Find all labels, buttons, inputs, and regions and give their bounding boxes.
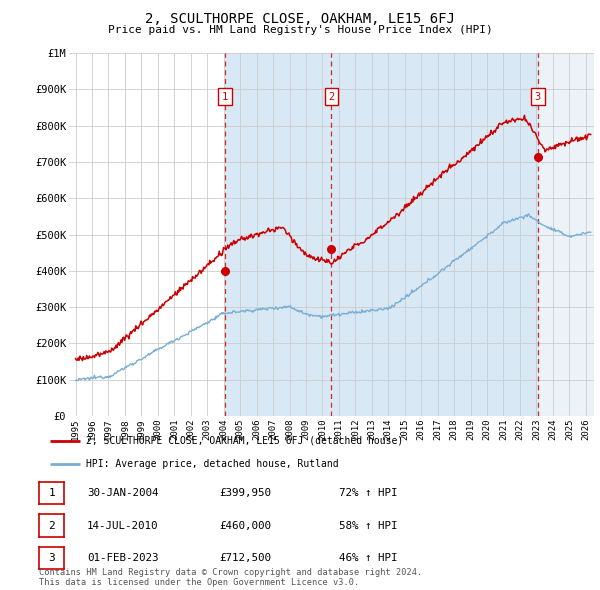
Text: 01-FEB-2023: 01-FEB-2023	[87, 553, 158, 563]
Text: 3: 3	[48, 553, 55, 563]
Text: £460,000: £460,000	[219, 521, 271, 530]
Text: HPI: Average price, detached house, Rutland: HPI: Average price, detached house, Rutl…	[86, 458, 338, 468]
Text: 14-JUL-2010: 14-JUL-2010	[87, 521, 158, 530]
Text: 58% ↑ HPI: 58% ↑ HPI	[339, 521, 397, 530]
Text: 2: 2	[328, 91, 334, 101]
Bar	[225, 53, 331, 416]
Text: 1: 1	[222, 91, 228, 101]
Text: 72% ↑ HPI: 72% ↑ HPI	[339, 489, 397, 498]
Text: 30-JAN-2004: 30-JAN-2004	[87, 489, 158, 498]
Text: £399,950: £399,950	[219, 489, 271, 498]
Text: 2, SCULTHORPE CLOSE, OAKHAM, LE15 6FJ (detached house): 2, SCULTHORPE CLOSE, OAKHAM, LE15 6FJ (d…	[86, 435, 403, 445]
Text: 2: 2	[48, 521, 55, 530]
Bar	[538, 53, 594, 416]
Bar	[538, 53, 594, 416]
Text: 3: 3	[535, 91, 541, 101]
Text: Price paid vs. HM Land Registry's House Price Index (HPI): Price paid vs. HM Land Registry's House …	[107, 25, 493, 35]
Bar	[331, 53, 538, 416]
Text: 46% ↑ HPI: 46% ↑ HPI	[339, 553, 397, 563]
Text: £712,500: £712,500	[219, 553, 271, 563]
Text: Contains HM Land Registry data © Crown copyright and database right 2024.
This d: Contains HM Land Registry data © Crown c…	[39, 568, 422, 587]
Text: 1: 1	[48, 489, 55, 498]
Text: 2, SCULTHORPE CLOSE, OAKHAM, LE15 6FJ: 2, SCULTHORPE CLOSE, OAKHAM, LE15 6FJ	[145, 12, 455, 26]
